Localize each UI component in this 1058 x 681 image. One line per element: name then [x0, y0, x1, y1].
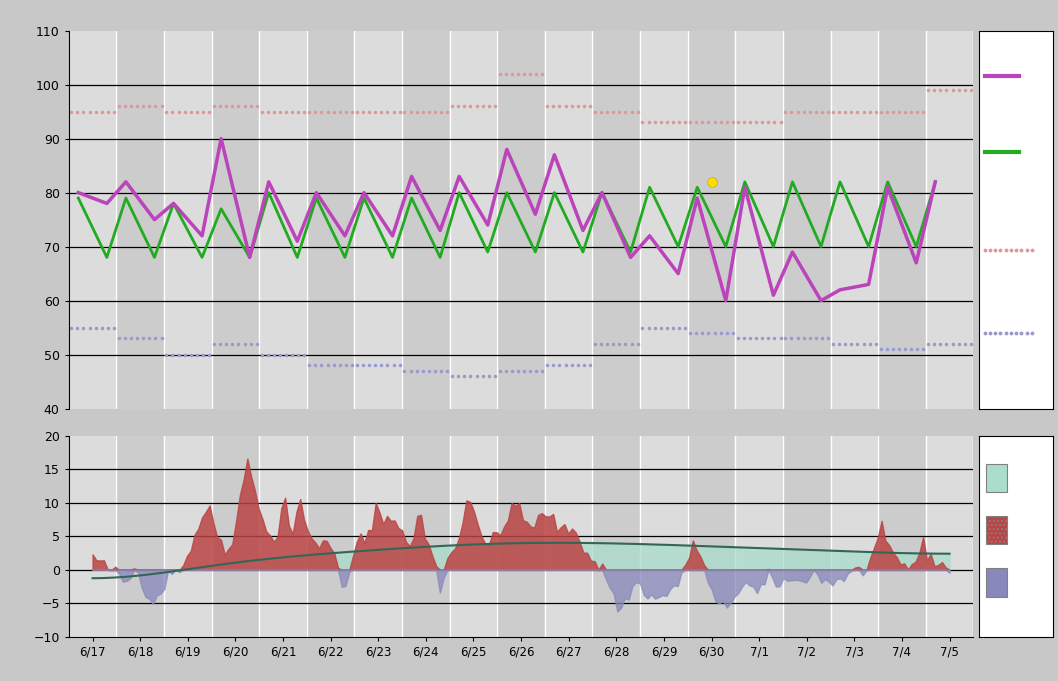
Bar [783, 31, 831, 409]
Bar [402, 31, 450, 409]
Bar [926, 436, 973, 637]
Bar [735, 436, 783, 637]
Bar [259, 31, 307, 409]
Bar [354, 31, 402, 409]
Bar [307, 436, 354, 637]
Bar [497, 31, 545, 409]
Bar [212, 31, 259, 409]
Bar [545, 31, 592, 409]
Bar [640, 436, 688, 637]
Bar [497, 436, 545, 637]
Bar [259, 436, 307, 637]
Bar [69, 436, 116, 637]
Bar [640, 31, 688, 409]
Bar [354, 436, 402, 637]
Bar [164, 31, 212, 409]
Bar [402, 436, 450, 637]
Bar [450, 436, 497, 637]
Bar [688, 436, 735, 637]
Bar [69, 31, 116, 409]
Bar [116, 436, 164, 637]
Bar [878, 31, 926, 409]
Bar [688, 31, 735, 409]
Bar [212, 436, 259, 637]
Bar [831, 31, 878, 409]
Bar [592, 31, 640, 409]
Bar [986, 464, 1007, 492]
Bar [592, 436, 640, 637]
Bar [545, 436, 592, 637]
Bar [783, 436, 831, 637]
Bar [831, 436, 878, 637]
Bar [986, 569, 1007, 597]
Bar [164, 436, 212, 637]
Bar [986, 516, 1007, 544]
Bar [307, 31, 354, 409]
Bar [878, 436, 926, 637]
Bar [450, 31, 497, 409]
Bar [116, 31, 164, 409]
Bar [735, 31, 783, 409]
Bar [926, 31, 973, 409]
